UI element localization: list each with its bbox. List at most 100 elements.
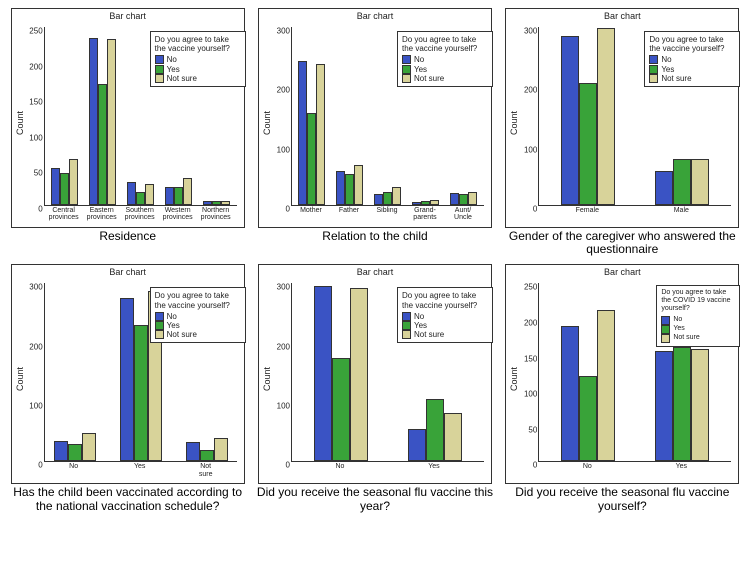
bar-yes xyxy=(345,174,354,205)
legend-item: Not sure xyxy=(661,334,735,343)
legend-label: Yes xyxy=(414,65,427,74)
legend-label: Yes xyxy=(661,65,674,74)
legend-item: No xyxy=(649,55,735,64)
legend-item: Yes xyxy=(649,65,735,74)
chart-top-title: Bar chart xyxy=(604,267,641,277)
bar-yes xyxy=(200,450,214,462)
bar-no xyxy=(450,193,459,205)
bar-yes xyxy=(212,201,221,205)
bar-notsure xyxy=(145,184,154,205)
chart-panel: Bar chartCount0100200300FemaleMaleDo you… xyxy=(505,8,739,228)
bar-notsure xyxy=(354,165,363,205)
x-tick-label: Female xyxy=(549,207,625,214)
y-tick: 200 xyxy=(29,342,44,351)
legend-label: Yes xyxy=(167,321,180,330)
legend-label: Not sure xyxy=(167,74,197,83)
legend-title: Do you agree to take the vaccine yoursel… xyxy=(402,35,488,53)
legend-swatch xyxy=(402,55,411,64)
legend-title: Do you agree to take the vaccine yoursel… xyxy=(155,35,241,53)
chart-caption: Has the child been vaccinated according … xyxy=(8,486,247,512)
x-tick-label: Grand-parents xyxy=(405,207,445,222)
legend-item: Yes xyxy=(402,321,488,330)
legend-title: Do you agree to take the vaccine yoursel… xyxy=(649,35,735,53)
legend-item: Not sure xyxy=(402,330,488,339)
legend-swatch xyxy=(661,325,670,334)
bar-yes xyxy=(68,444,82,462)
chart-cell-flu_year: Bar chartCount0100200300NoYesDo you agre… xyxy=(255,264,494,512)
legend: Do you agree to take the COVID 19 vaccin… xyxy=(656,285,740,346)
legend: Do you agree to take the vaccine yoursel… xyxy=(150,31,246,87)
chart-top-title: Bar chart xyxy=(357,11,394,21)
bar-no xyxy=(165,187,174,205)
y-tick: 50 xyxy=(34,169,45,178)
bar-no xyxy=(51,168,60,205)
bar-notsure xyxy=(316,64,325,205)
legend-item: Not sure xyxy=(649,74,735,83)
bar-notsure xyxy=(221,201,230,205)
bar-yes xyxy=(673,159,691,205)
legend-swatch xyxy=(402,330,411,339)
bar-notsure xyxy=(468,192,477,205)
x-tick-label: Notsure xyxy=(176,463,236,478)
y-axis-label: Count xyxy=(509,367,519,391)
x-tick-label: Yes xyxy=(110,463,170,470)
bar-no xyxy=(336,171,345,205)
legend-label: Yes xyxy=(167,65,180,74)
legend-swatch xyxy=(661,316,670,325)
bar-no xyxy=(408,429,426,462)
bar-yes xyxy=(579,376,597,461)
y-tick: 200 xyxy=(524,318,539,327)
y-tick: 100 xyxy=(277,145,292,154)
legend-item: Yes xyxy=(402,65,488,74)
chart-panel: Bar chartCount050100150200250Centralprov… xyxy=(11,8,245,228)
bar-yes xyxy=(421,201,430,205)
chart-cell-relation: Bar chartCount0100200300MotherFatherSibl… xyxy=(255,8,494,256)
legend-item: Not sure xyxy=(402,74,488,83)
y-axis-label: Count xyxy=(262,367,272,391)
legend: Do you agree to take the vaccine yoursel… xyxy=(397,287,493,343)
legend-swatch xyxy=(649,55,658,64)
legend-item: Yes xyxy=(155,321,241,330)
bar-notsure xyxy=(597,310,615,461)
legend-item: Not sure xyxy=(155,330,241,339)
x-tick-label: Male xyxy=(643,207,719,214)
bar-no xyxy=(186,442,200,461)
y-tick: 250 xyxy=(29,27,44,36)
chart-panel: Bar chartCount0100200300MotherFatherSibl… xyxy=(258,8,492,228)
legend-label: Not sure xyxy=(414,330,444,339)
x-tick-label: Mother xyxy=(291,207,331,214)
bar-yes xyxy=(174,187,183,205)
x-tick-label: Easternprovinces xyxy=(82,207,122,222)
bar-yes xyxy=(383,192,392,205)
legend: Do you agree to take the vaccine yoursel… xyxy=(644,31,740,87)
legend: Do you agree to take the vaccine yoursel… xyxy=(150,287,246,343)
legend-label: No xyxy=(167,312,177,321)
y-tick: 0 xyxy=(533,461,539,470)
chart-grid: Bar chartCount050100150200250Centralprov… xyxy=(0,0,750,521)
x-tick-label: No xyxy=(549,463,625,470)
y-tick: 50 xyxy=(528,425,539,434)
chart-panel: Bar chartCount050100150200250NoYesDo you… xyxy=(505,264,739,484)
legend-label: No xyxy=(167,55,177,64)
bar-notsure xyxy=(430,200,439,205)
legend-label: No xyxy=(673,316,682,324)
bar-notsure xyxy=(392,187,401,205)
legend-swatch xyxy=(649,65,658,74)
legend-item: No xyxy=(155,55,241,64)
y-tick: 300 xyxy=(524,27,539,36)
legend-swatch xyxy=(155,74,164,83)
bar-no xyxy=(54,441,68,462)
legend-swatch xyxy=(155,55,164,64)
chart-caption: Did you receive the seasonal flu vaccine… xyxy=(255,486,494,512)
bar-no xyxy=(655,171,673,205)
legend-swatch xyxy=(155,321,164,330)
bar-notsure xyxy=(107,39,116,205)
bar-notsure xyxy=(691,159,709,205)
legend-item: No xyxy=(661,316,735,325)
y-tick: 200 xyxy=(524,86,539,95)
bar-no xyxy=(298,61,307,205)
bar-yes xyxy=(98,84,107,205)
bar-no xyxy=(127,182,136,205)
legend-label: Not sure xyxy=(414,74,444,83)
bar-no xyxy=(203,201,212,205)
